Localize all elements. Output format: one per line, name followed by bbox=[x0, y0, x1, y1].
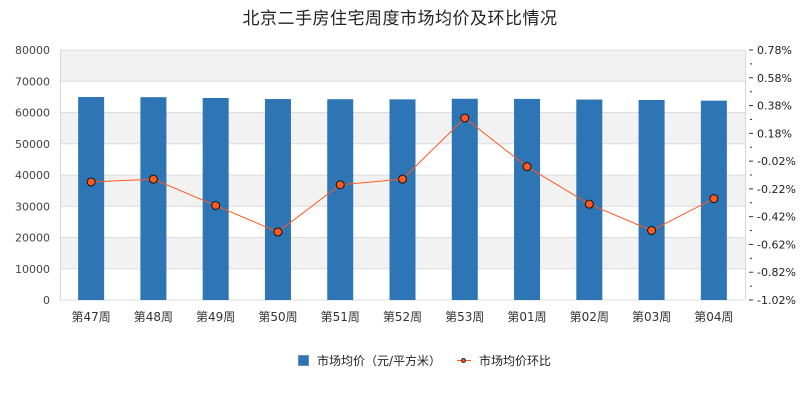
grid-band bbox=[60, 50, 745, 82]
bar-第03周[interactable] bbox=[638, 100, 665, 300]
chart-title: 北京二手房住宅周度市场均价及环比情况 bbox=[242, 9, 558, 29]
x-axis-tick-label: 第01周 bbox=[507, 310, 546, 324]
legend-item-change[interactable]: 市场均价环比 bbox=[457, 352, 551, 369]
bar-第50周[interactable] bbox=[264, 99, 291, 300]
bar-第52周[interactable] bbox=[389, 99, 416, 300]
line-marker-swatch-icon bbox=[457, 356, 471, 366]
right-axis-tick-label: -0.02% bbox=[757, 155, 796, 168]
bar-swatch-icon bbox=[298, 355, 309, 366]
x-axis-tick-label: 第48周 bbox=[134, 310, 173, 324]
line-point-第53周[interactable] bbox=[460, 113, 470, 123]
left-axis: 0 10000 20000 30000 40000 50000 60000 70000 8000… bbox=[15, 44, 61, 307]
right-axis-tick-label: -0.22% bbox=[757, 183, 796, 196]
line-series bbox=[86, 113, 719, 237]
line-point-第49周[interactable] bbox=[211, 201, 221, 211]
right-axis-tick-label: 0.58% bbox=[757, 72, 792, 85]
legend-label-change: 市场均价环比 bbox=[479, 354, 552, 368]
bar-第48周[interactable] bbox=[140, 97, 167, 300]
x-axis-tick-label: 第02周 bbox=[570, 310, 609, 324]
left-axis-tick-label: 70000 bbox=[15, 75, 50, 88]
x-axis-tick-label: 第49周 bbox=[196, 310, 235, 324]
right-axis-tick-label: 0.78% bbox=[757, 44, 792, 57]
right-axis: -1.02% -0.82% -0.62% -0.42% -0.22% -0.02% 0.18… bbox=[745, 44, 796, 307]
line-point-第03周[interactable] bbox=[647, 226, 657, 236]
x-axis-tick-label: 第03周 bbox=[632, 310, 671, 324]
x-axis-tick-label: 第04周 bbox=[694, 310, 733, 324]
line-point-第04周[interactable] bbox=[709, 194, 719, 204]
line-point-第50周[interactable] bbox=[273, 227, 283, 237]
bar-第01周[interactable] bbox=[514, 98, 541, 300]
line-point-第47周[interactable] bbox=[86, 177, 96, 187]
right-axis-tick-label: -1.02% bbox=[757, 294, 796, 307]
legend-item-price[interactable]: 市场均价（元/平方米） bbox=[298, 352, 441, 369]
line-point-第01周[interactable] bbox=[522, 162, 532, 172]
right-axis-tick-label: 0.18% bbox=[757, 127, 792, 140]
line-point-第48周[interactable] bbox=[148, 174, 158, 184]
bar-第49周[interactable] bbox=[202, 98, 229, 300]
right-axis-tick-label: -0.62% bbox=[757, 238, 796, 251]
left-axis-tick-label: 0 bbox=[43, 294, 50, 307]
left-axis-tick-label: 60000 bbox=[15, 107, 50, 120]
bar-第51周[interactable] bbox=[327, 99, 354, 300]
legend-label-price: 市场均价（元/平方米） bbox=[317, 354, 442, 368]
line-point-第51周[interactable] bbox=[335, 180, 345, 190]
right-axis-tick-label: -0.42% bbox=[757, 211, 796, 224]
line-point-第52周[interactable] bbox=[398, 174, 407, 184]
right-axis-tick-label: 0.38% bbox=[757, 100, 792, 113]
bar-series bbox=[78, 97, 727, 300]
legend: 市场均价（元/平方米） 市场均价环比 bbox=[0, 352, 800, 372]
x-axis-tick-label: 第51周 bbox=[321, 310, 360, 324]
left-axis-tick-label: 80000 bbox=[15, 44, 50, 57]
x-axis-tick-label: 第47周 bbox=[71, 310, 110, 324]
left-axis-tick-label: 50000 bbox=[15, 138, 50, 151]
left-axis-tick-label: 10000 bbox=[15, 263, 50, 276]
left-axis-tick-label: 40000 bbox=[15, 169, 50, 182]
x-axis: 第47周 第48周 第49周 第50周 第51周 第52周 第53周 第01周 第02周 第03周… bbox=[71, 310, 733, 324]
bar-第53周[interactable] bbox=[451, 98, 478, 300]
x-axis-tick-label: 第52周 bbox=[383, 310, 422, 324]
x-axis-tick-label: 第53周 bbox=[445, 310, 484, 324]
line-point-第02周[interactable] bbox=[584, 199, 594, 209]
left-axis-tick-label: 20000 bbox=[15, 232, 50, 245]
x-axis-tick-label: 第50周 bbox=[258, 310, 297, 324]
left-axis-tick-label: 30000 bbox=[15, 200, 50, 213]
bar-第47周[interactable] bbox=[78, 97, 105, 300]
right-axis-tick-label: -0.82% bbox=[757, 266, 796, 279]
